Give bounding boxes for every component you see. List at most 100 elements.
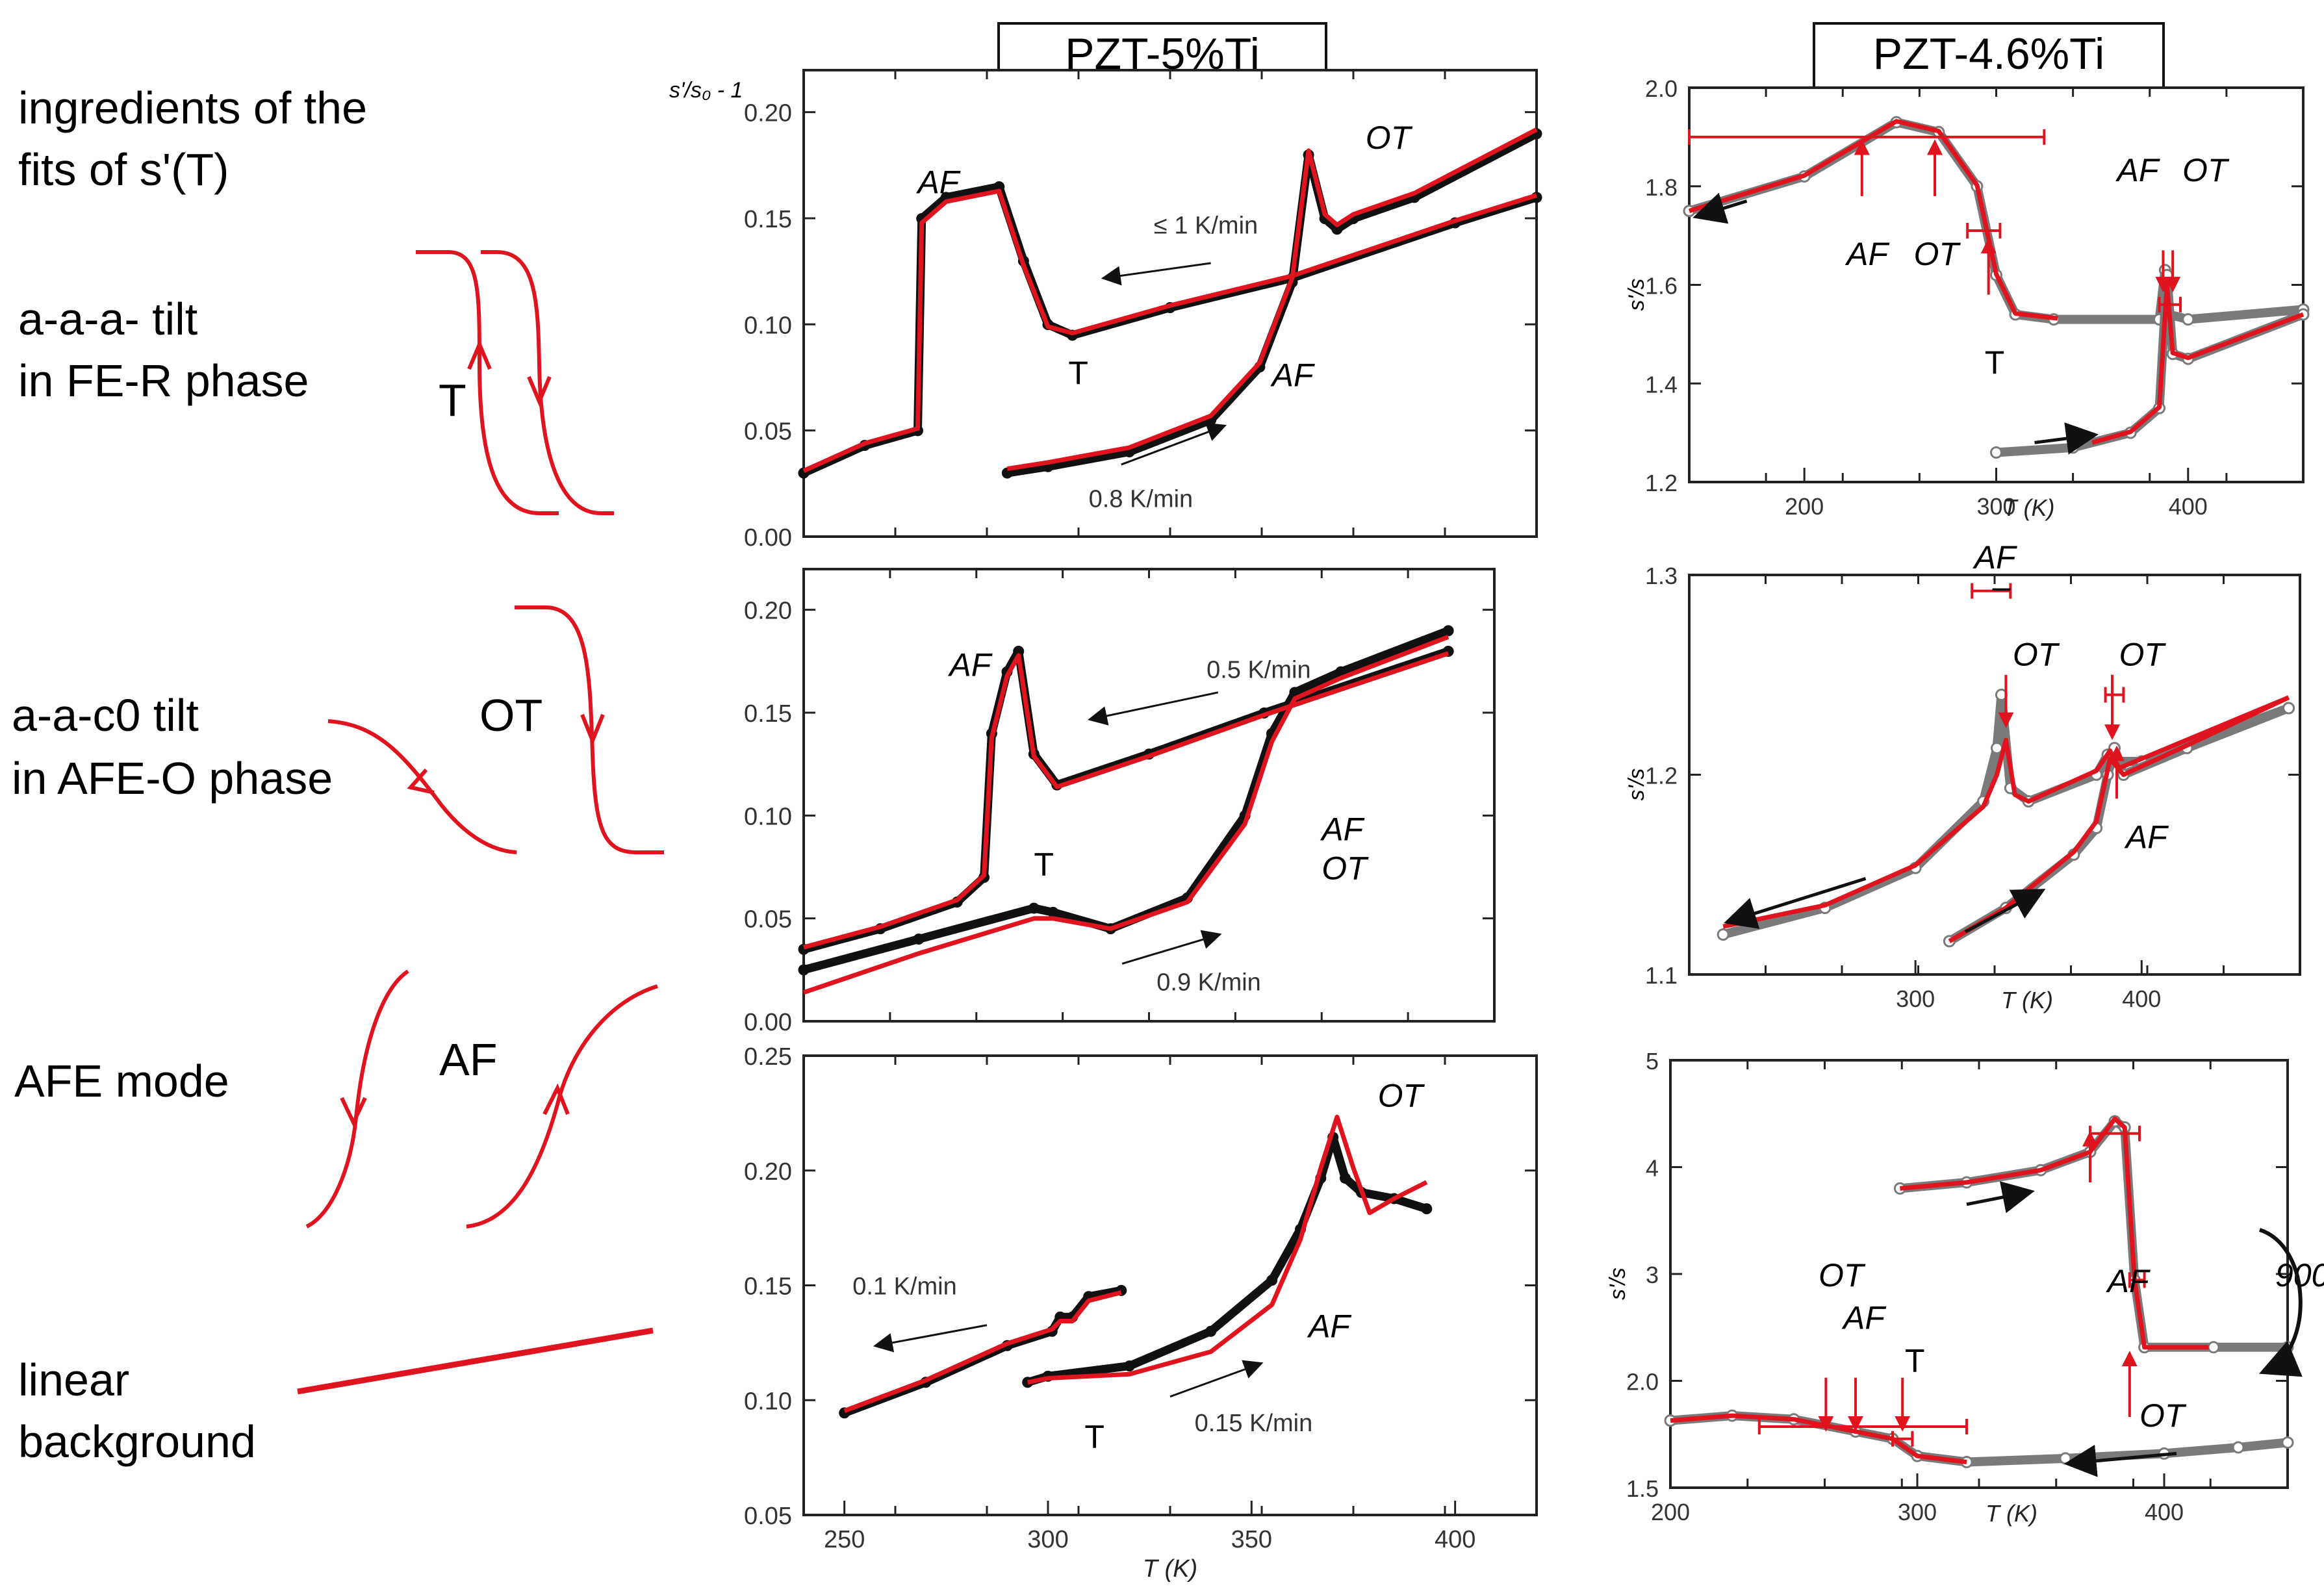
y-tick-label: 1.2 [1645, 763, 1678, 789]
fit-series-line [1688, 119, 2058, 321]
x-tick-label: 300 [1976, 493, 2015, 520]
y-tick-label: 0.10 [744, 1388, 792, 1415]
y-tick-label: 0.10 [744, 803, 792, 830]
x-tick-label: 200 [1651, 1499, 1690, 1525]
data-point [1028, 902, 1040, 914]
tilt1-down-arrowhead [527, 375, 552, 407]
x-tick-label: 300 [1027, 1526, 1068, 1553]
y-axis-label: s'/s₀ - 1 [669, 78, 743, 103]
annotation-label: AF [1841, 1300, 1886, 1336]
direction-arrow [1088, 691, 1219, 726]
annotation-label: OT [2013, 636, 2060, 672]
x-tick-label: 400 [2122, 986, 2161, 1012]
annotation-label: T [1034, 846, 1054, 882]
direction-arrow [1966, 1181, 2035, 1214]
linear-line-1: linear [18, 1355, 129, 1405]
direction-arrow [1121, 422, 1227, 466]
tilt1-falling-curve [481, 250, 614, 515]
plot-frame [802, 568, 1496, 1023]
tilt2-line-1: a-a-c0 tilt [12, 690, 199, 741]
tilt2-line-2: in AFE-O phase [12, 753, 333, 804]
y-tick-label: 2.0 [1626, 1369, 1659, 1395]
data-point [2281, 1436, 2294, 1449]
tilt2-tag: OT [479, 690, 543, 741]
data-point [1442, 625, 1454, 637]
y-tick-label: 0.05 [744, 1503, 792, 1530]
afe-right-curve [466, 984, 658, 1228]
direction-arrow [1121, 930, 1222, 965]
y-tick-label: 1.1 [1645, 962, 1678, 989]
annotation-label: AF [1270, 357, 1315, 393]
chart-title: PZT-5%Ti [1065, 29, 1260, 79]
data-point [2059, 1452, 2072, 1465]
y-tick-label: 1.8 [1645, 174, 1678, 201]
data-point [2207, 1341, 2220, 1354]
data-point [2232, 1441, 2245, 1454]
linear-line-2: background [18, 1416, 256, 1467]
annotation-label: AF [915, 164, 960, 200]
annotation-label: T [1985, 344, 2005, 381]
annotation-label: OT [1322, 850, 1369, 887]
data-point [2067, 441, 2080, 454]
x-axis-label: T (K) [2003, 494, 2055, 521]
y-axis-label: s'/s [1624, 279, 1649, 311]
left-column: ingredients of the fits of s'(T) a-a-a- … [12, 83, 664, 1467]
direction-arrow [2063, 1444, 2177, 1477]
fit-series-line [802, 635, 1449, 995]
tilt1-tag: T [439, 375, 466, 426]
x-tick-label: 250 [824, 1526, 865, 1553]
y-tick-label: 5 [1646, 1048, 1659, 1075]
y-tick-label: 0.15 [744, 700, 792, 728]
direction-arrow [873, 1324, 988, 1353]
annotation-label: OT [2182, 152, 2230, 188]
data-point [798, 964, 810, 976]
x-tick-label: 200 [1785, 493, 1824, 520]
y-tick-label: 0.00 [744, 524, 792, 552]
x-axis-label: T (K) [2001, 987, 2053, 1013]
y-tick-label: 0.25 [744, 1043, 792, 1071]
chart-pzt46-panel-1: PZT-4.6%Ti 1.2 1.4 1.6 1.8 2.0 200 300 400 s'/s T … [1624, 22, 2310, 521]
annotation-label: OT [2139, 1397, 2187, 1434]
x-axis-label: T (K) [1143, 1555, 1197, 1583]
data-point [1205, 1325, 1217, 1337]
direction-arrow [1101, 262, 1211, 286]
chart-title-box [1813, 22, 2165, 100]
annotation-label: – [1992, 568, 2011, 605]
annotation-label: OT [1819, 1257, 1866, 1293]
tilt1-up-arrowhead [467, 339, 492, 370]
y-tick-label: 0.10 [744, 312, 792, 339]
direction-arrow [1692, 192, 1748, 224]
annotation-label: OT [1378, 1078, 1425, 1114]
afe-up-arrowhead [543, 1083, 570, 1115]
annotation-label: AF [2124, 819, 2169, 855]
x-tick-label: 350 [1231, 1526, 1272, 1553]
tilt1-line-1: a-a-a- tilt [18, 294, 198, 344]
annotation-label: AF [1307, 1308, 1351, 1345]
y-tick-label: 1.2 [1645, 470, 1678, 496]
y-tick-label: 0.05 [744, 418, 792, 446]
fit-series-line [1900, 1116, 2209, 1350]
data-point [1047, 906, 1059, 918]
data-point [1990, 742, 2003, 754]
y-tick-label: 0.05 [744, 906, 792, 934]
annotation-label: ≤ 1 K/min [1154, 212, 1258, 239]
annotation-label: 0.5 K/min [1207, 657, 1311, 684]
x-tick-label: 400 [1435, 1526, 1475, 1553]
y-tick-label: 1.6 [1645, 273, 1678, 299]
y-axis-label: s'/s [1605, 1267, 1630, 1300]
tilt2-falling-curve [515, 605, 664, 854]
afe-tag: AF [439, 1034, 497, 1085]
y-tick-label: 0.20 [744, 598, 792, 625]
annotation-label: T [1084, 1418, 1105, 1455]
tilt2-down-arrowhead [580, 713, 605, 746]
tilt1-rising-curve [416, 250, 559, 515]
annotation-label: AF [1973, 539, 2017, 576]
y-tick-label: 0.20 [744, 100, 792, 127]
annotation-label: OT [1366, 120, 1413, 156]
afe-left-curve [305, 969, 409, 1228]
annotation-label: AF [2106, 1263, 2151, 1299]
annotation-label: 0.9 K/min [1156, 969, 1261, 997]
